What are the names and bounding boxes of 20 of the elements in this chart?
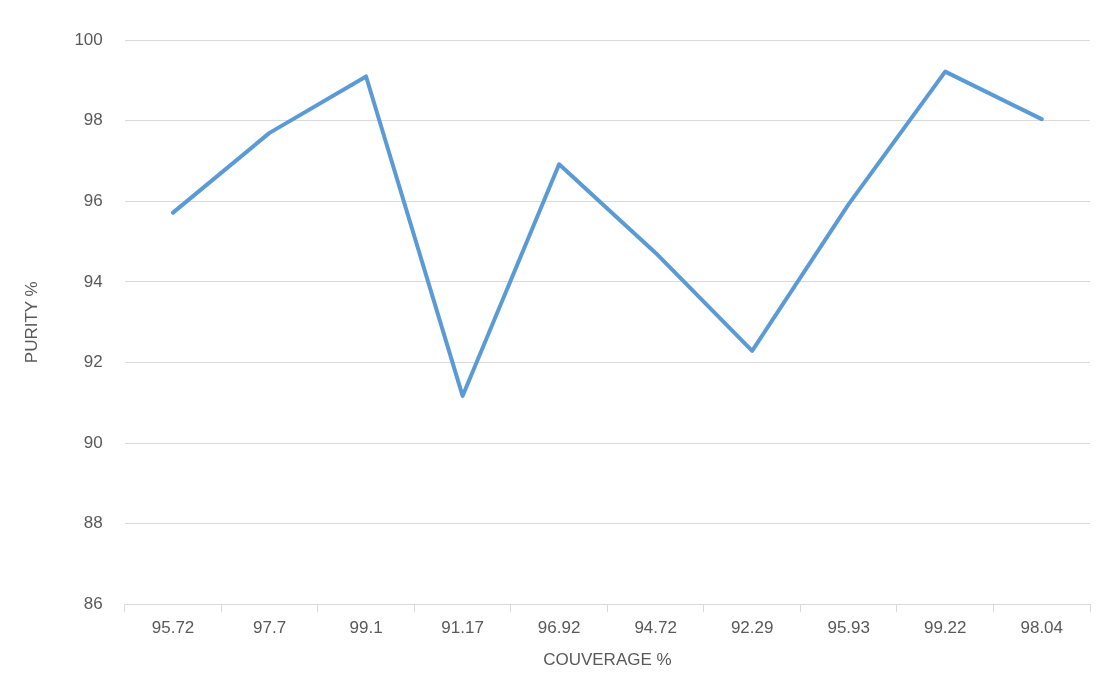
x-tick-label: 94.72 [634, 618, 677, 638]
y-tick-label: 94 [83, 271, 103, 291]
y-tick-label: 86 [83, 593, 103, 613]
y-tick-label: 96 [83, 191, 103, 211]
x-tick-label: 95.72 [151, 618, 195, 638]
y-tick-label: 92 [83, 352, 103, 372]
x-tick-label: 98.04 [1020, 618, 1064, 638]
x-tick-label: 97.7 [253, 618, 287, 638]
x-tick-label: 91.17 [441, 618, 484, 638]
x-tick-label: 96.92 [537, 618, 581, 638]
x-axis-title: COUVERAGE % [543, 650, 672, 670]
x-tick-label: 92.29 [730, 618, 774, 638]
x-tick-label: 95.93 [827, 618, 870, 638]
y-tick-label: 88 [83, 513, 103, 533]
y-tick-label: 98 [83, 110, 103, 130]
x-tick-label: 99.22 [923, 618, 967, 638]
x-tick-label: 99.1 [349, 618, 383, 638]
y-axis-title: PURITY % [21, 281, 41, 364]
y-tick-label: 100 [74, 29, 103, 49]
y-tick-label: 90 [83, 432, 103, 452]
